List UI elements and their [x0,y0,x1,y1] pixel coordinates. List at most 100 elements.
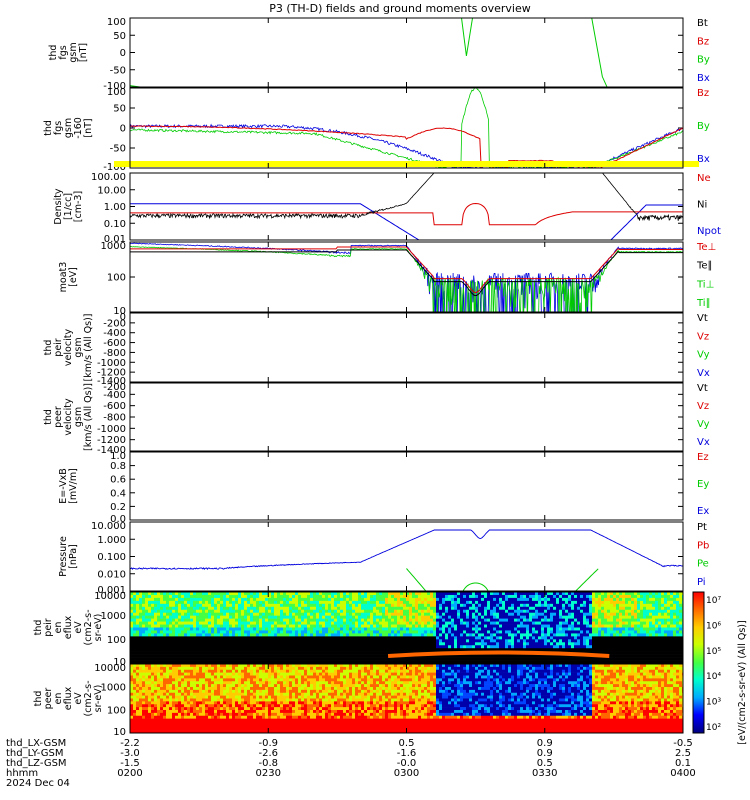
heatmap-cell [565,597,569,602]
heatmap-cell [151,654,155,658]
heatmap-cell [214,627,218,631]
y-tick-label: 10.000 [91,521,126,532]
heatmap-cell [163,609,167,614]
heatmap-cell [325,660,329,663]
heatmap-cell [574,606,578,611]
heatmap-cell [421,660,425,663]
heatmap-cell [292,606,296,611]
heatmap-cell [526,633,530,637]
heatmap-cell [133,684,137,688]
heatmap-cell [445,615,449,619]
heatmap-cell [385,603,389,608]
heatmap-cell [553,600,557,605]
heatmap-cell [334,642,338,646]
data-group [130,529,683,591]
heatmap-cell [595,606,599,611]
heatmap-cell [526,654,530,658]
heatmap-cell [355,618,359,622]
heatmap-cell [187,592,191,596]
heatmap-cell [175,630,179,634]
heatmap-cell [676,594,680,599]
heatmap-cell [148,615,152,619]
heatmap-cell [577,645,581,649]
heatmap-cell [283,630,287,634]
heatmap-cell [139,630,143,634]
heatmap-cell [196,597,200,602]
heatmap-cell [346,633,350,637]
heatmap-cell [133,606,137,611]
heatmap-cell [364,639,368,643]
heatmap-cell [655,600,659,605]
heatmap-cell [241,651,245,655]
heatmap-cell [622,597,626,602]
heatmap-cell [583,597,587,602]
heatmap-cell [649,615,653,619]
heatmap-cell [670,633,674,637]
heatmap-cell [160,633,164,637]
series-by-line [461,18,474,57]
heatmap-cell [502,606,506,611]
heatmap-cell [214,660,218,663]
heatmap-cell [589,642,593,646]
heatmap-cell [643,592,647,596]
heatmap-cell [640,639,644,643]
heatmap-cell [166,654,170,658]
heatmap-cell [142,701,146,705]
heatmap-cell [574,639,578,643]
heatmap-cell [343,603,347,608]
heatmap-cell [142,594,146,599]
heatmap-cell [547,639,551,643]
heatmap-cell [535,594,539,599]
heatmap-cell [460,633,464,637]
heatmap-cell [607,648,611,652]
heatmap-cell [556,594,560,599]
heatmap-cell [370,621,374,625]
heatmap-cell [406,600,410,605]
heatmap-cell [481,592,485,596]
heatmap-cell [376,630,380,634]
heatmap-cell [400,630,404,634]
heatmap-cell [661,660,665,663]
y-tick-label: 1000 [101,683,126,694]
heatmap-cell [667,642,671,646]
heatmap-cell [343,621,347,625]
heatmap-cell [259,615,263,619]
heatmap-cell [391,618,395,622]
heatmap-cell [496,606,500,611]
heatmap-cell [544,636,548,640]
heatmap-cell [553,624,557,628]
heatmap-cell [556,603,560,608]
heatmap-cell [574,624,578,628]
heatmap-cell [601,621,605,625]
heatmap-cell [577,621,581,625]
heatmap-cell [406,609,410,614]
heatmap-cell [133,618,137,622]
heatmap-cell [142,689,146,694]
heatmap-cell [517,645,521,649]
heatmap-cell [349,645,353,649]
heatmap-cell [496,618,500,622]
heatmap-cell [676,603,680,608]
heatmap-cell [286,636,290,640]
heatmap-cell [310,627,314,631]
heatmap-cell [232,660,236,663]
heatmap-cell [547,606,551,611]
heatmap-cell [145,678,149,682]
heatmap-cell [457,639,461,643]
heatmap-cell [334,618,338,622]
heatmap-cell [475,606,479,611]
heatmap-cell [244,657,248,661]
heatmap-cell [679,657,683,661]
heatmap-cell [562,603,566,608]
heatmap-cell [532,636,536,640]
heatmap-cell [145,630,149,634]
heatmap-cell [661,633,665,637]
heatmap-cell [229,594,233,599]
heatmap-cell [175,594,179,599]
heatmap-cell [175,639,179,643]
heatmap-cell [493,636,497,640]
heatmap-cell [463,600,467,605]
heatmap-cell [565,630,569,634]
heatmap-cell [436,657,440,661]
